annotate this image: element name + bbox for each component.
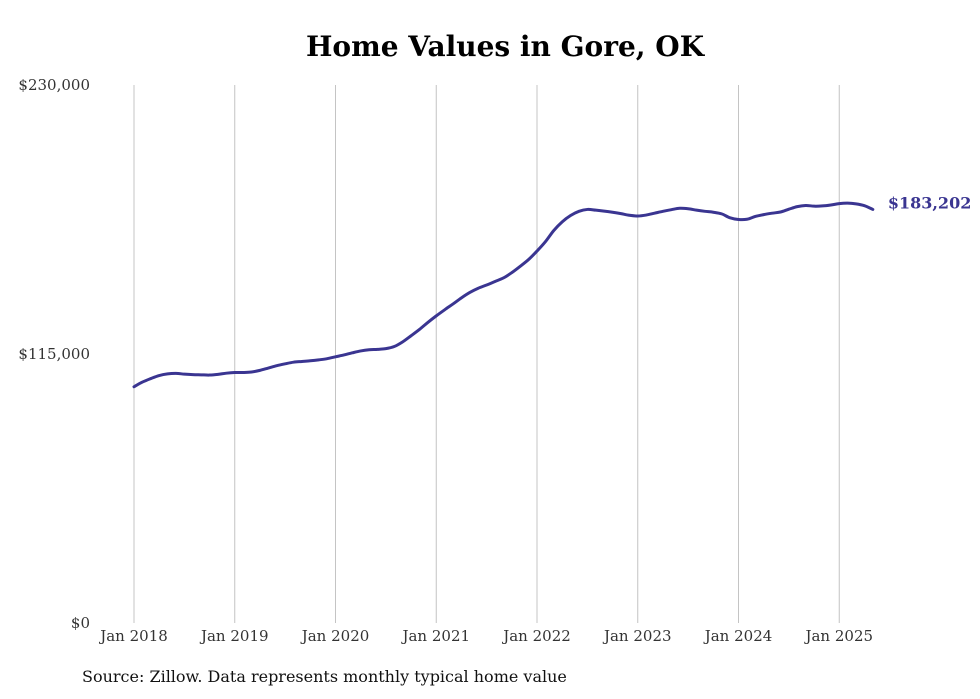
x-tick-label: Jan 2021 — [400, 627, 470, 645]
x-tick-label: Jan 2022 — [501, 627, 571, 645]
series-layer — [132, 201, 875, 389]
x-tick-label: Jan 2025 — [803, 627, 873, 645]
x-tick-label: Jan 2019 — [199, 627, 269, 645]
x-tick-label: Jan 2023 — [602, 627, 672, 645]
source-note: Source: Zillow. Data represents monthly … — [82, 667, 567, 686]
gridlines — [133, 85, 840, 623]
y-tick-label: $230,000 — [18, 76, 90, 94]
series-line — [132, 201, 875, 389]
end-value-label: $183,202 — [888, 193, 972, 212]
y-axis-ticks: $0 $115,000 $230,000 — [18, 76, 90, 632]
x-axis-ticks: Jan 2018 Jan 2019 Jan 2020 Jan 2021 Jan 2022… — [98, 627, 873, 645]
y-tick-label: $115,000 — [18, 345, 90, 363]
chart-title: Home Values in Gore, OK — [305, 30, 705, 63]
x-tick-label: Jan 2024 — [703, 627, 773, 645]
y-tick-label: $0 — [71, 614, 90, 632]
x-tick-label: Jan 2018 — [98, 627, 168, 645]
x-tick-label: Jan 2020 — [300, 627, 370, 645]
end-value-layer: $183,202 — [888, 193, 972, 212]
